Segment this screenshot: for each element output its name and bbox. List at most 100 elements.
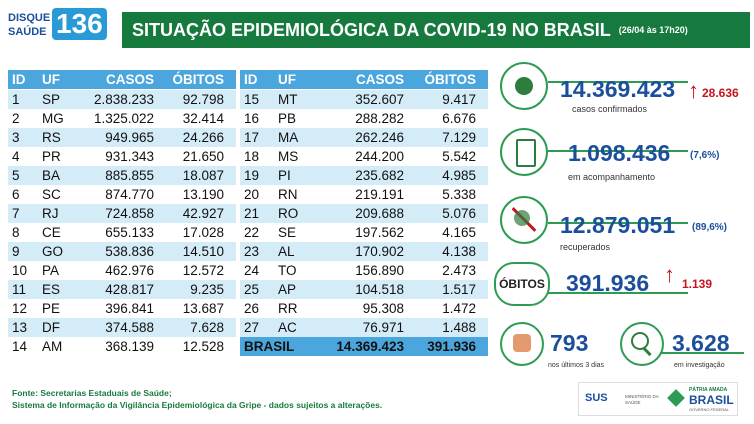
- cell: PI: [278, 168, 291, 183]
- cell: 76.971: [362, 320, 404, 335]
- recent-label: nos últimos 3 dias: [548, 362, 605, 369]
- table-row: 18 MS 244.200 5.542: [240, 147, 488, 166]
- cell: 428.817: [105, 282, 154, 297]
- search-icon: [620, 322, 664, 366]
- logo-top: DISQUE: [8, 12, 51, 24]
- table-row: 22 SE 197.562 4.165: [240, 223, 488, 242]
- cell: 7: [12, 206, 20, 221]
- cell: RR: [278, 301, 298, 316]
- cell: 12.572: [182, 263, 224, 278]
- recovered-pct: (89,6%): [692, 222, 728, 233]
- header-cell: CASOS: [105, 72, 154, 87]
- cell: RJ: [42, 206, 59, 221]
- cell: 7.129: [442, 130, 476, 145]
- cell: PR: [42, 149, 61, 164]
- total-cell: BRASIL: [244, 339, 295, 354]
- cell: 8: [12, 225, 20, 240]
- cell: PE: [42, 301, 61, 316]
- confirmed-new: 28.636: [702, 86, 739, 100]
- cell: 19: [244, 168, 260, 183]
- cell: GO: [42, 244, 64, 259]
- table-row: 3 RS 949.965 24.266: [8, 128, 236, 147]
- cell: 9.417: [442, 92, 476, 107]
- cell: 209.688: [355, 206, 404, 221]
- header-cell: ID: [244, 72, 258, 87]
- cell: 3: [12, 130, 20, 145]
- cell: 6: [12, 187, 20, 202]
- logo-brasil: BRASIL: [689, 393, 734, 407]
- cell: 22: [244, 225, 260, 240]
- cell: 949.965: [105, 130, 154, 145]
- title: SITUAÇÃO EPIDEMIOLÓGICA DA COVID-19 NO B…: [132, 19, 611, 40]
- cell: 14.510: [182, 244, 224, 259]
- investigation-label: em investigação: [674, 362, 725, 369]
- cell: 2: [12, 111, 20, 126]
- table-row: 6 SC 874.770 13.190: [8, 185, 236, 204]
- footer-line1: Fonte: Secretarias Estaduais de Saúde;: [12, 388, 172, 398]
- cell: 219.191: [355, 187, 404, 202]
- footer-line2: Sistema de Informação da Vigilância Epid…: [12, 400, 383, 410]
- cell: 10: [12, 263, 28, 278]
- logo-bottom: SAÚDE: [8, 26, 47, 38]
- cell: 235.682: [355, 168, 404, 183]
- cell: AC: [278, 320, 297, 335]
- cell: SE: [278, 225, 297, 240]
- table-row: 19 PI 235.682 4.985: [240, 166, 488, 185]
- cell: MT: [278, 92, 298, 107]
- table-row: 16 PB 288.282 6.676: [240, 109, 488, 128]
- cell: 7.628: [190, 320, 224, 335]
- cell: 874.770: [105, 187, 154, 202]
- table-row: 10 PA 462.976 12.572: [8, 261, 236, 280]
- cell: 5.338: [442, 187, 476, 202]
- cell: 1.472: [442, 301, 476, 316]
- cell: 2.473: [442, 263, 476, 278]
- cell: 27: [244, 320, 260, 335]
- investigation-value: 3.628: [672, 330, 730, 356]
- cell: 1.325.022: [93, 111, 154, 126]
- cell: 9: [12, 244, 20, 259]
- cell: 18: [244, 149, 260, 164]
- table-row: 20 RN 219.191 5.338: [240, 185, 488, 204]
- table-row: 7 RJ 724.858 42.927: [8, 204, 236, 223]
- cell: 42.927: [182, 206, 224, 221]
- cell: AM: [42, 339, 63, 354]
- cell: CE: [42, 225, 61, 240]
- confirmed-label: casos confirmados: [572, 104, 648, 114]
- calendar-icon: [500, 322, 544, 366]
- table-row: 8 CE 655.133 17.028: [8, 223, 236, 242]
- cell: 6.676: [442, 111, 476, 126]
- cell: 25: [244, 282, 260, 297]
- cell: MA: [278, 130, 299, 145]
- cell: 352.607: [355, 92, 404, 107]
- table-row: 21 RO 209.688 5.076: [240, 204, 488, 223]
- monitoring-value: 1.098.436: [568, 140, 671, 166]
- cell: 5.542: [442, 149, 476, 164]
- cell: 26: [244, 301, 260, 316]
- cell: 288.282: [355, 111, 404, 126]
- table-row: 5 BA 885.855 18.087: [8, 166, 236, 185]
- table-row: 15 MT 352.607 9.417: [240, 90, 488, 109]
- header-cell: ÓBITOS: [424, 72, 476, 87]
- cell: MG: [42, 111, 64, 126]
- cell: 23: [244, 244, 260, 259]
- cell: SP: [42, 92, 61, 107]
- table-row: 27 AC 76.971 1.488: [240, 318, 488, 337]
- monitoring-label: em acompanhamento: [568, 172, 656, 182]
- cell: 368.139: [105, 339, 154, 354]
- table-row: 26 RR 95.308 1.472: [240, 299, 488, 318]
- deaths-new: 1.139: [682, 277, 713, 291]
- table-row: 23 AL 170.902 4.138: [240, 242, 488, 261]
- virus-icon: [500, 62, 548, 110]
- header-cell: UF: [42, 72, 60, 87]
- cell: RS: [42, 130, 61, 145]
- header-cell: ID: [12, 72, 26, 87]
- cell: TO: [278, 263, 297, 278]
- cell: 1.488: [442, 320, 476, 335]
- logo-number: 136: [52, 8, 107, 40]
- recent-value: 793: [550, 330, 589, 356]
- header-cell: CASOS: [355, 72, 404, 87]
- cell: DF: [42, 320, 60, 335]
- table-row: 1 SP 2.838.233 92.798: [8, 90, 236, 109]
- cell: SC: [42, 187, 61, 202]
- deaths-title: ÓBITOS: [499, 277, 545, 291]
